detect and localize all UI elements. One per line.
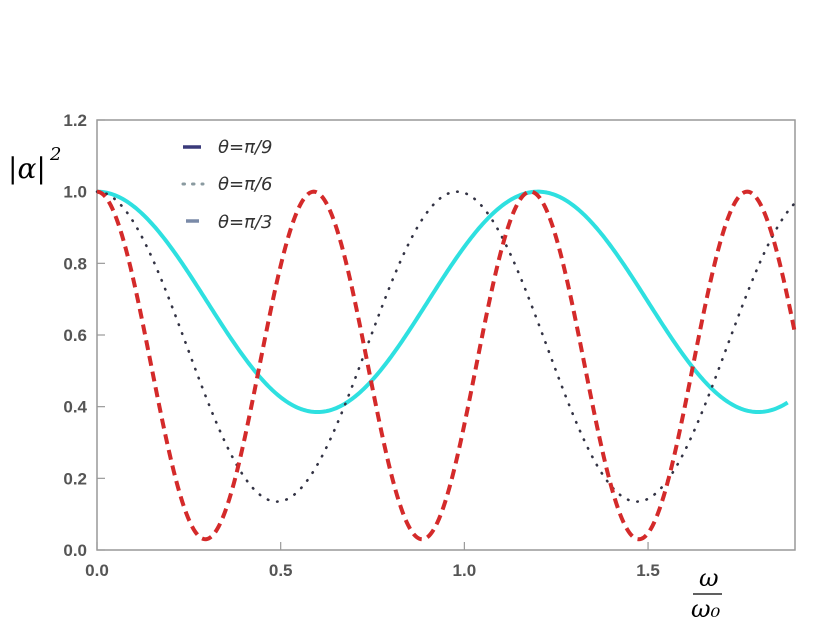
x-tick-label: 0.5 — [269, 561, 293, 580]
series-line-2 — [96, 189, 797, 542]
legend-label-2: θ=π/3 — [218, 212, 272, 233]
y-tick-label: 0.6 — [63, 326, 87, 345]
y-axis-label-text: |α| — [8, 152, 46, 185]
series-line-0 — [96, 189, 789, 415]
y-tick-label: 0.4 — [63, 398, 87, 417]
y-tick-label: 1.0 — [63, 183, 87, 202]
y-tick-label: 0.8 — [63, 254, 87, 273]
y-axis-label-exponent: 2 — [49, 144, 61, 165]
x-tick-label: 1.0 — [453, 561, 477, 580]
series-line-1 — [95, 190, 797, 503]
y-tick-label: 0.0 — [63, 541, 87, 560]
legend-label-1: θ=π/6 — [218, 174, 272, 195]
y-axis-label: |α| 2 — [8, 144, 61, 185]
x-axis-label-numerator: ω — [699, 564, 719, 592]
x-axis-label: ω ω₀ — [691, 564, 722, 623]
x-axis-label-denominator: ω₀ — [691, 595, 721, 623]
x-tick-label: 0.0 — [85, 561, 109, 580]
y-axis: 0.0 0.2 0.4 0.6 0.8 1.0 1.2 — [63, 111, 105, 560]
y-tick-label: 0.2 — [63, 469, 87, 488]
legend-label-0: θ=π/9 — [218, 137, 272, 158]
series-layer — [95, 189, 797, 542]
x-tick-label: 1.5 — [636, 561, 660, 580]
y-tick-label: 1.2 — [63, 111, 87, 130]
legend: θ=π/9 θ=π/6 θ=π/3 — [181, 137, 272, 233]
x-axis: 0.0 0.5 1.0 1.5 — [85, 542, 660, 580]
